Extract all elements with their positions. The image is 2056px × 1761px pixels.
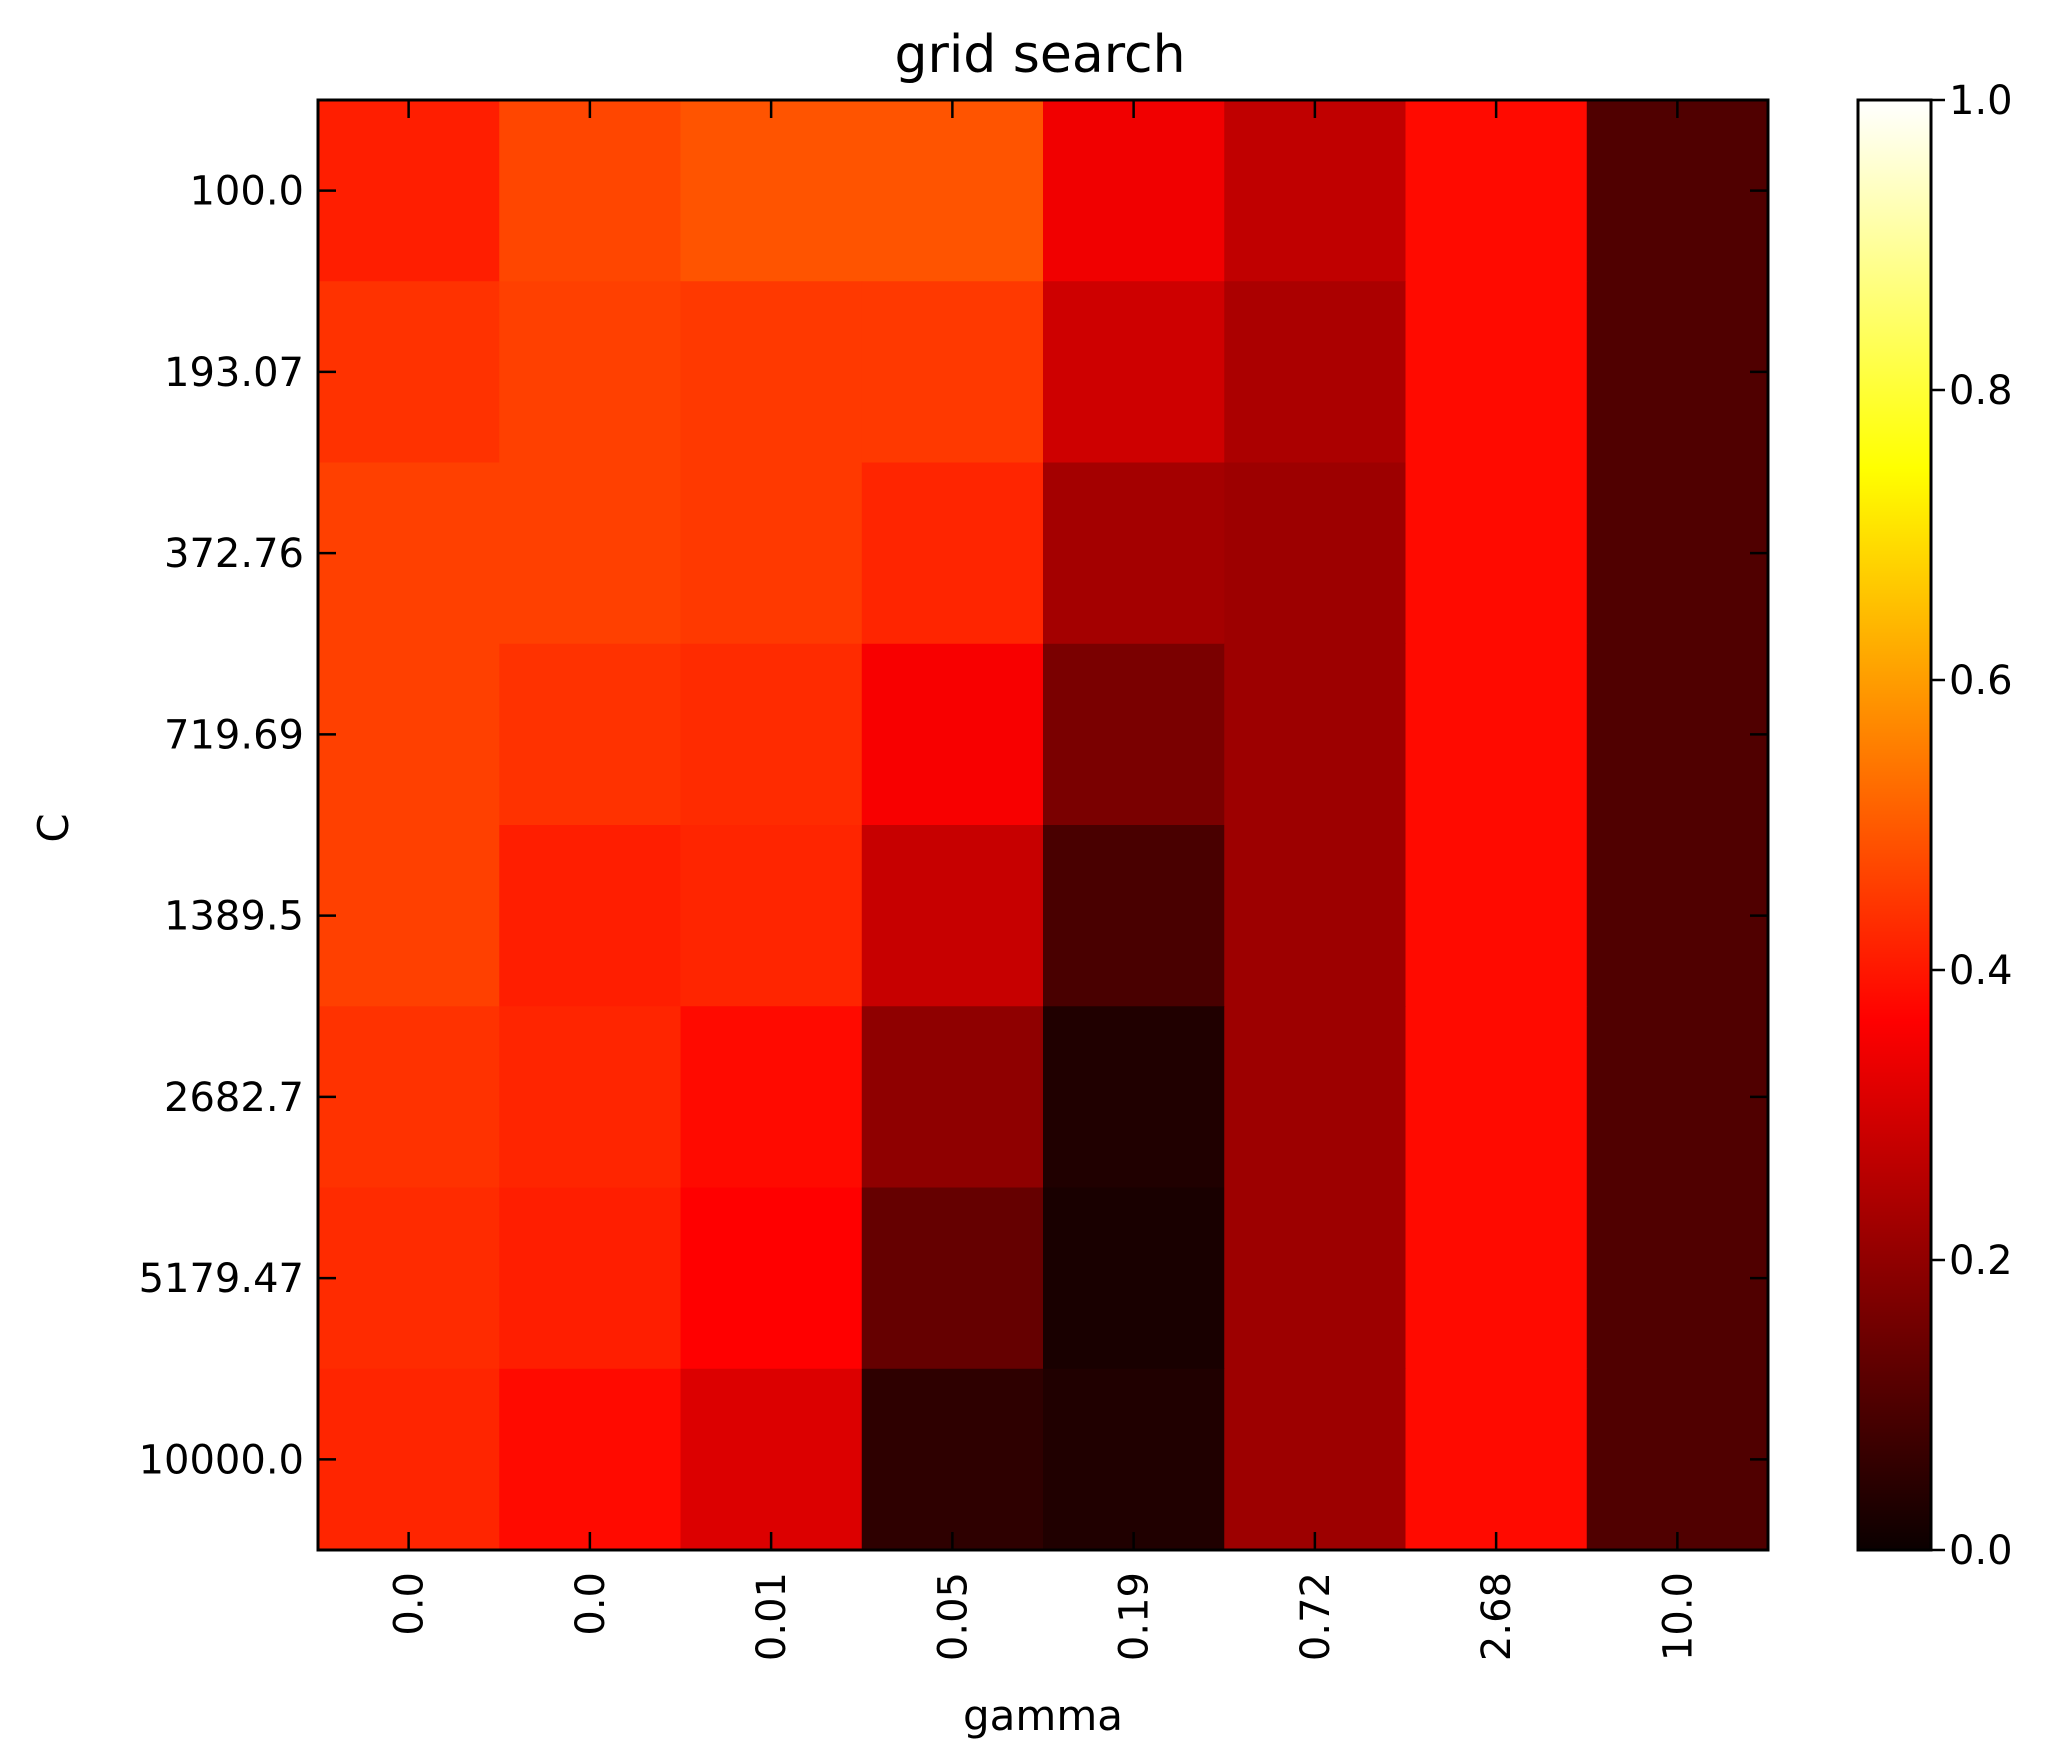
heatmap-cell [861, 281, 1044, 464]
heatmap-cell [1405, 462, 1588, 645]
heatmap-cell [1586, 281, 1769, 464]
heatmap-cell [318, 643, 500, 826]
heatmap-cell [1586, 1187, 1769, 1370]
heatmap-cell [680, 1368, 863, 1551]
x-tick-label: 0.72 [1293, 1572, 1339, 1661]
heatmap-cell [499, 462, 682, 645]
heatmap-cell [1224, 825, 1407, 1007]
heatmap-cell [1405, 1187, 1588, 1370]
y-tick-label: 5179.47 [139, 1256, 304, 1302]
heatmap-cell [680, 1187, 863, 1370]
heatmap-cell [861, 1368, 1044, 1551]
heatmap-cell [680, 825, 863, 1007]
heatmap-cell [1043, 462, 1225, 645]
x-tick-label: 0.19 [1112, 1572, 1158, 1661]
heatmap-cell [1586, 1368, 1769, 1551]
heatmap-cell [499, 1006, 682, 1189]
heatmap-cell [861, 1006, 1044, 1189]
y-tick-label: 10000.0 [139, 1437, 304, 1483]
heatmap-cell [1043, 100, 1225, 282]
heatmap-cells [318, 100, 1769, 1551]
heatmap-cell [861, 462, 1044, 645]
heatmap-cell [318, 1006, 500, 1189]
x-tick-label: 2.68 [1474, 1572, 1520, 1661]
heatmap-cell [1405, 643, 1588, 826]
heatmap-cell [1405, 1368, 1588, 1551]
heatmap-cell [1405, 825, 1588, 1007]
heatmap-cell [861, 1187, 1044, 1370]
heatmap-cell [1405, 1006, 1588, 1189]
y-tick-label: 372.76 [164, 531, 304, 577]
heatmap-cell [499, 643, 682, 826]
heatmap-cell [680, 643, 863, 826]
heatmap-cell [499, 281, 682, 464]
y-tick-label: 1389.5 [164, 894, 304, 940]
heatmap-cell [499, 1187, 682, 1370]
colorbar-ticks: 0.0 0.2 0.4 0.6 0.8 1.0 [1931, 78, 2013, 1574]
plot-frame [316, 98, 1770, 1552]
heatmap-cell [861, 825, 1044, 1007]
heatmap-cell [861, 100, 1044, 282]
x-tick-label: 0.01 [749, 1572, 795, 1661]
x-tick-label: 0.05 [930, 1572, 976, 1661]
heatmap-cell [1043, 281, 1225, 464]
heatmap-cell [1043, 825, 1225, 1007]
colorbar-tick-label: 0.8 [1949, 368, 2013, 414]
heatmap-cell [1224, 462, 1407, 645]
heatmap-cell [1586, 1006, 1769, 1189]
heatmap-cell [1043, 1187, 1225, 1370]
heatmap-cell [318, 1368, 500, 1551]
y-tick-label: 193.07 [164, 350, 304, 396]
heatmap-cell [318, 281, 500, 464]
heatmap-cell [1224, 100, 1407, 282]
y-axis-ticks: 100.0 193.07 372.76 719.69 1389.5 2682.7 5179.… [139, 169, 1768, 1483]
heatmap-cell [1586, 643, 1769, 826]
heatmap-cell [861, 643, 1044, 826]
heatmap-cell [1224, 1006, 1407, 1189]
colorbar-tick-label: 1.0 [1949, 78, 2013, 124]
x-tick-label: 0.0 [387, 1572, 433, 1636]
colorbar-tick-label: 0.2 [1949, 1238, 2013, 1284]
heatmap-cell [1043, 1006, 1225, 1189]
heatmap-cell [318, 825, 500, 1007]
heatmap-cell [1586, 100, 1769, 282]
colorbar-tick-label: 0.4 [1949, 948, 2013, 994]
y-axis-label: C [29, 813, 78, 842]
heatmap-cell [1586, 462, 1769, 645]
x-tick-label: 0.0 [568, 1572, 614, 1636]
heatmap-cell [1224, 281, 1407, 464]
x-axis-label: gamma [963, 1691, 1123, 1740]
heatmap-cell [680, 281, 863, 464]
heatmap-cell [1224, 643, 1407, 826]
heatmap-cell [318, 100, 500, 282]
colorbar [1856, 98, 1933, 1552]
y-tick-label: 100.0 [189, 169, 304, 215]
heatmap-cell [1043, 643, 1225, 826]
heatmap-cell [499, 825, 682, 1007]
heatmap-cell [680, 1006, 863, 1189]
colorbar-tick-label: 0.6 [1949, 658, 2013, 704]
heatmap-cell [1405, 100, 1588, 282]
heatmap-cell [680, 100, 863, 282]
heatmap-cell [499, 100, 682, 282]
heatmap-cell [1224, 1368, 1407, 1551]
heatmap-cell [318, 1187, 500, 1370]
heatmap-cell [1405, 281, 1588, 464]
heatmap-cell [1224, 1187, 1407, 1370]
chart-title: grid search [894, 25, 1185, 85]
y-tick-label: 719.69 [164, 712, 304, 758]
y-tick-label: 2682.7 [164, 1075, 304, 1121]
colorbar-tick-label: 0.0 [1949, 1528, 2013, 1574]
heatmap-cell [1586, 825, 1769, 1007]
x-axis-ticks: 0.0 0.0 0.01 0.05 0.19 0.72 2.68 10.0 [387, 100, 1701, 1661]
heatmap-cell [1043, 1368, 1225, 1551]
heatmap-cell [499, 1368, 682, 1551]
x-tick-label: 10.0 [1655, 1572, 1701, 1661]
heatmap-cell [318, 462, 500, 645]
heatmap-cell [680, 462, 863, 645]
